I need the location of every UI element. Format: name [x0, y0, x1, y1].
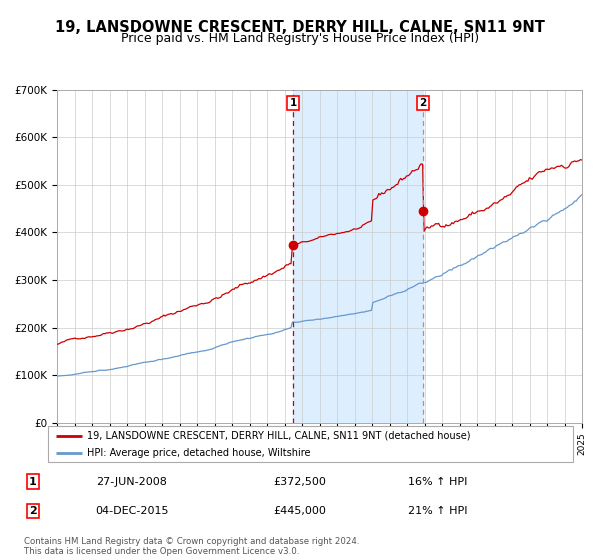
Text: 04-DEC-2015: 04-DEC-2015 [95, 506, 169, 516]
Text: 1: 1 [29, 477, 37, 487]
Text: £372,500: £372,500 [274, 477, 326, 487]
FancyBboxPatch shape [48, 426, 573, 462]
Text: 16% ↑ HPI: 16% ↑ HPI [409, 477, 467, 487]
Text: Contains HM Land Registry data © Crown copyright and database right 2024.
This d: Contains HM Land Registry data © Crown c… [24, 536, 359, 556]
Text: Price paid vs. HM Land Registry's House Price Index (HPI): Price paid vs. HM Land Registry's House … [121, 32, 479, 45]
Text: 19, LANSDOWNE CRESCENT, DERRY HILL, CALNE, SN11 9NT (detached house): 19, LANSDOWNE CRESCENT, DERRY HILL, CALN… [88, 431, 471, 441]
Text: 2: 2 [29, 506, 37, 516]
Text: 27-JUN-2008: 27-JUN-2008 [97, 477, 167, 487]
Text: 1: 1 [289, 98, 296, 108]
Text: 19, LANSDOWNE CRESCENT, DERRY HILL, CALNE, SN11 9NT: 19, LANSDOWNE CRESCENT, DERRY HILL, CALN… [55, 20, 545, 35]
Text: 21% ↑ HPI: 21% ↑ HPI [408, 506, 468, 516]
Text: £445,000: £445,000 [274, 506, 326, 516]
Text: HPI: Average price, detached house, Wiltshire: HPI: Average price, detached house, Wilt… [88, 448, 311, 458]
Bar [293, 90, 423, 423]
Text: 2: 2 [419, 98, 427, 108]
